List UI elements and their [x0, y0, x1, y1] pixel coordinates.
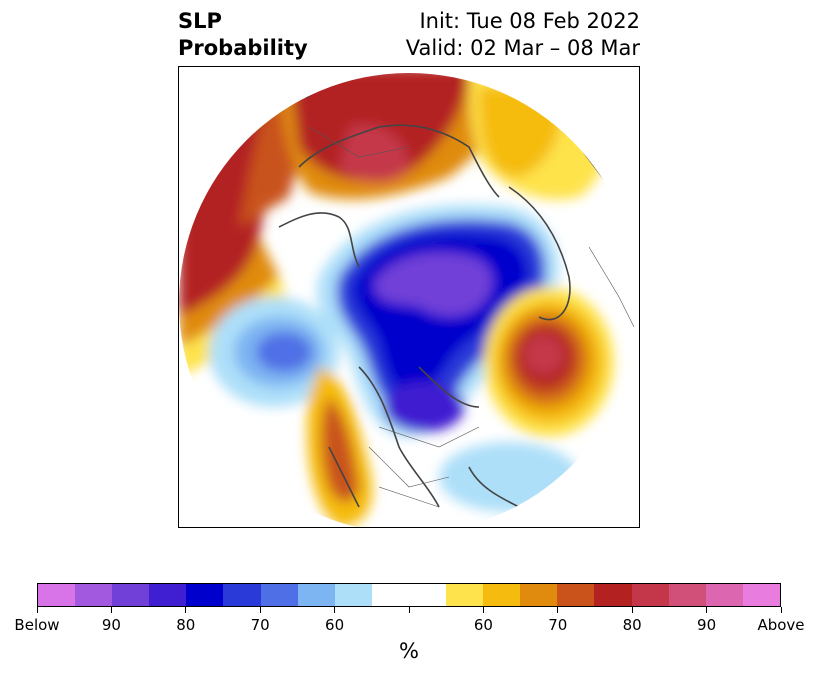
- colorbar-tick-label: Below: [14, 616, 60, 634]
- colorbar-segment: [149, 584, 187, 606]
- colorbar-units: %: [399, 639, 419, 663]
- colorbar-tick-label: Above: [757, 616, 805, 634]
- colorbar-tick-label: 60: [325, 616, 345, 634]
- above-core-europe: [289, 73, 469, 181]
- country-borders: [308, 126, 635, 508]
- colorbar-segment: [334, 584, 372, 606]
- colorbar-tick: [706, 607, 708, 613]
- init-date: Init: Tue 08 Feb 2022: [419, 9, 640, 33]
- colorbar-segment: [75, 584, 113, 606]
- colorbar-segment: [297, 584, 335, 606]
- colorbar-segment: [520, 584, 558, 606]
- colorbar-tick-label: 90: [101, 616, 121, 634]
- colorbar-segment: [260, 584, 298, 606]
- colorbar-segment: [371, 584, 409, 606]
- colorbar-segment: [408, 584, 447, 606]
- above-core-atlantic: [524, 335, 564, 375]
- colorbar-tick: [185, 607, 187, 613]
- colorbar-segment: [483, 584, 521, 606]
- colorbar-segment: [594, 584, 632, 606]
- colorbar-tick: [259, 607, 261, 613]
- title-product: Probability: [178, 36, 308, 60]
- colorbar-segment: [186, 584, 224, 606]
- colorbar-tick: [780, 607, 782, 613]
- colorbar-tick: [334, 607, 336, 613]
- chart-title-left: SLP Probability: [178, 8, 308, 62]
- chart-title-right: Init: Tue 08 Feb 2022 Valid: 02 Mar – 08…: [406, 8, 640, 62]
- colorbar-tick-label: 60: [473, 616, 493, 634]
- below-core-arctic: [374, 252, 493, 317]
- colorbar-segment: [557, 584, 595, 606]
- colorbar-tick-label: 80: [622, 616, 642, 634]
- colorbar: [37, 583, 781, 607]
- colorbar-tick: [482, 607, 484, 613]
- below-core-america: [384, 382, 464, 432]
- colorbar-segment: [446, 584, 484, 606]
- above-peak-europe: [339, 124, 409, 182]
- colorbar-segment: [742, 584, 780, 606]
- map-panel: [178, 66, 640, 528]
- polar-map: [179, 73, 639, 527]
- colorbar-segment: [668, 584, 706, 606]
- colorbar-segment: [705, 584, 743, 606]
- colorbar-tick-center: [408, 607, 410, 613]
- colorbar-segment: [112, 584, 150, 606]
- above-core-western-na: [321, 397, 359, 502]
- below-core-pacific: [256, 332, 312, 372]
- above-ring-2: [179, 237, 279, 347]
- colorbar-segment: [38, 584, 76, 606]
- colorbar-segment: [631, 584, 669, 606]
- colorbar-tick: [557, 607, 559, 613]
- colorbar-segment: [223, 584, 261, 606]
- colorbar-tick: [110, 607, 112, 613]
- colorbar-tick: [631, 607, 633, 613]
- colorbar-tick-label: 70: [250, 616, 270, 634]
- valid-dates: Valid: 02 Mar – 08 Mar: [405, 36, 640, 60]
- colorbar-tick-label: 70: [548, 616, 568, 634]
- title-variable: SLP: [178, 9, 222, 33]
- coastlines: [248, 73, 571, 508]
- colorbar-tick-label: 80: [176, 616, 196, 634]
- colorbar-tick-label: 90: [697, 616, 717, 634]
- colorbar-tick: [36, 607, 38, 613]
